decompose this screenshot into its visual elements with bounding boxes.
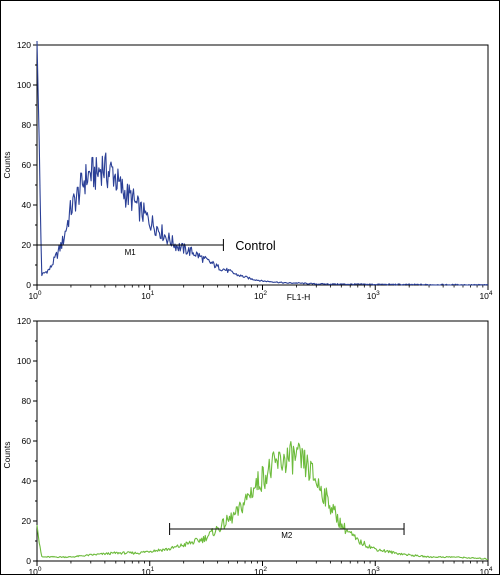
histogram-series — [36, 40, 489, 286]
y-tick-label: 0 — [26, 280, 31, 290]
y-axis-title: Counts — [2, 442, 12, 469]
histogram-panel-bottom: 0 20 40 60 80 100 120 100 101 102 103 104 Counts M2 — [2, 316, 493, 575]
y-tick-label: 80 — [22, 396, 32, 406]
y-tick-label: 40 — [22, 200, 32, 210]
x-tick-label: 102 — [254, 290, 267, 301]
y-tick-label: 80 — [22, 120, 32, 130]
y-tick-label: 120 — [17, 316, 31, 326]
x-tick-label: 100 — [28, 566, 41, 575]
y-tick-label: 20 — [22, 516, 32, 526]
y-tick-label: 100 — [17, 80, 31, 90]
y-tick-label: 60 — [22, 436, 32, 446]
y-tick-label: 20 — [22, 240, 32, 250]
control-annotation: Control — [235, 239, 275, 253]
y-tick-label: 100 — [17, 356, 31, 366]
y-tick-label: 0 — [26, 556, 31, 566]
y-tick-label: 120 — [17, 40, 31, 50]
x-tick-label: 103 — [367, 566, 380, 575]
y-tick-label: 40 — [22, 476, 32, 486]
gate-label: M1 — [125, 248, 137, 257]
x-tick-label: 104 — [479, 290, 492, 301]
x-tick-label: 101 — [141, 290, 154, 301]
x-tick-label: 103 — [367, 290, 380, 301]
x-axis-title: FL1-H — [287, 292, 311, 302]
y-tick-label: 60 — [22, 160, 32, 170]
gate-label: M2 — [281, 531, 293, 540]
plot-area — [36, 320, 489, 562]
x-tick-label: 102 — [254, 566, 267, 575]
histogram-panel-top: 0 20 40 60 80 100 120 100 101 102 103 104 Counts FL1-… — [2, 40, 493, 302]
x-tick-label: 100 — [28, 290, 41, 301]
histogram-series — [36, 441, 489, 560]
y-axis-title: Counts — [2, 152, 12, 179]
x-tick-label: 104 — [479, 566, 492, 575]
x-tick-label: 101 — [141, 566, 154, 575]
